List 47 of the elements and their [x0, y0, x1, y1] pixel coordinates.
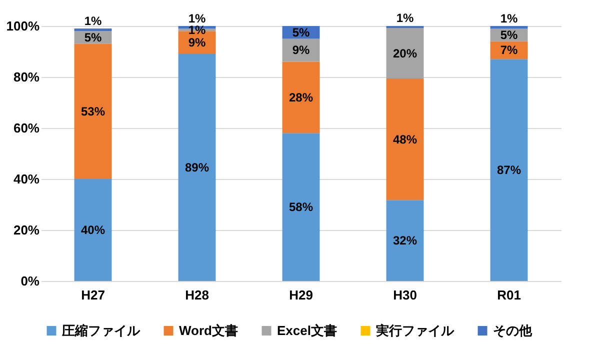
data-label: 5%: [84, 30, 102, 44]
x-tick-label: R01: [497, 288, 521, 302]
legend-label: 実行ファイル: [375, 322, 455, 338]
legend-label: Excel文書: [277, 322, 337, 338]
legend-label: Word文書: [179, 322, 238, 338]
bar: [490, 59, 528, 281]
data-label: 5%: [292, 25, 310, 40]
y-tick-label: 20%: [13, 222, 40, 238]
data-label: 5%: [500, 28, 518, 42]
data-label: 28%: [288, 90, 314, 104]
data-label: 1%: [500, 11, 518, 26]
x-tick-label: H29: [289, 288, 313, 302]
data-label: 20%: [392, 46, 418, 60]
bar: [282, 133, 320, 281]
bar: [386, 78, 424, 200]
data-label: 58%: [288, 200, 314, 214]
y-tick-label: 0%: [20, 274, 40, 288]
bar: [74, 179, 112, 281]
data-label: 1%: [84, 14, 102, 28]
data-label: 9%: [292, 43, 310, 58]
legend-label: 圧縮ファイル: [61, 322, 141, 338]
bar: [74, 28, 112, 32]
data-label: 1%: [396, 11, 414, 26]
data-label: 1%: [188, 22, 206, 37]
x-tick-label: H27: [81, 288, 105, 302]
y-tick-label: 100%: [6, 18, 40, 34]
bar: [282, 62, 320, 134]
data-label: 48%: [392, 132, 418, 146]
data-label: 89%: [184, 160, 210, 175]
bar: [74, 44, 112, 179]
data-label: 32%: [392, 234, 418, 248]
data-label: 87%: [496, 163, 522, 178]
x-tick-label: H30: [393, 288, 417, 302]
data-label: 53%: [80, 104, 106, 118]
bar: [386, 28, 424, 79]
data-label: 1%: [188, 11, 206, 26]
data-label: 40%: [80, 223, 106, 237]
y-tick-label: 80%: [13, 70, 40, 84]
bar: [490, 26, 528, 29]
data-label: 9%: [188, 36, 206, 50]
legend-label: その他: [493, 322, 533, 338]
bar: [178, 54, 216, 281]
data-label: 7%: [500, 43, 518, 58]
y-tick-label: 60%: [13, 120, 40, 136]
y-tick-label: 40%: [13, 172, 40, 186]
bar: [386, 200, 424, 281]
x-tick-label: H28: [185, 288, 209, 302]
